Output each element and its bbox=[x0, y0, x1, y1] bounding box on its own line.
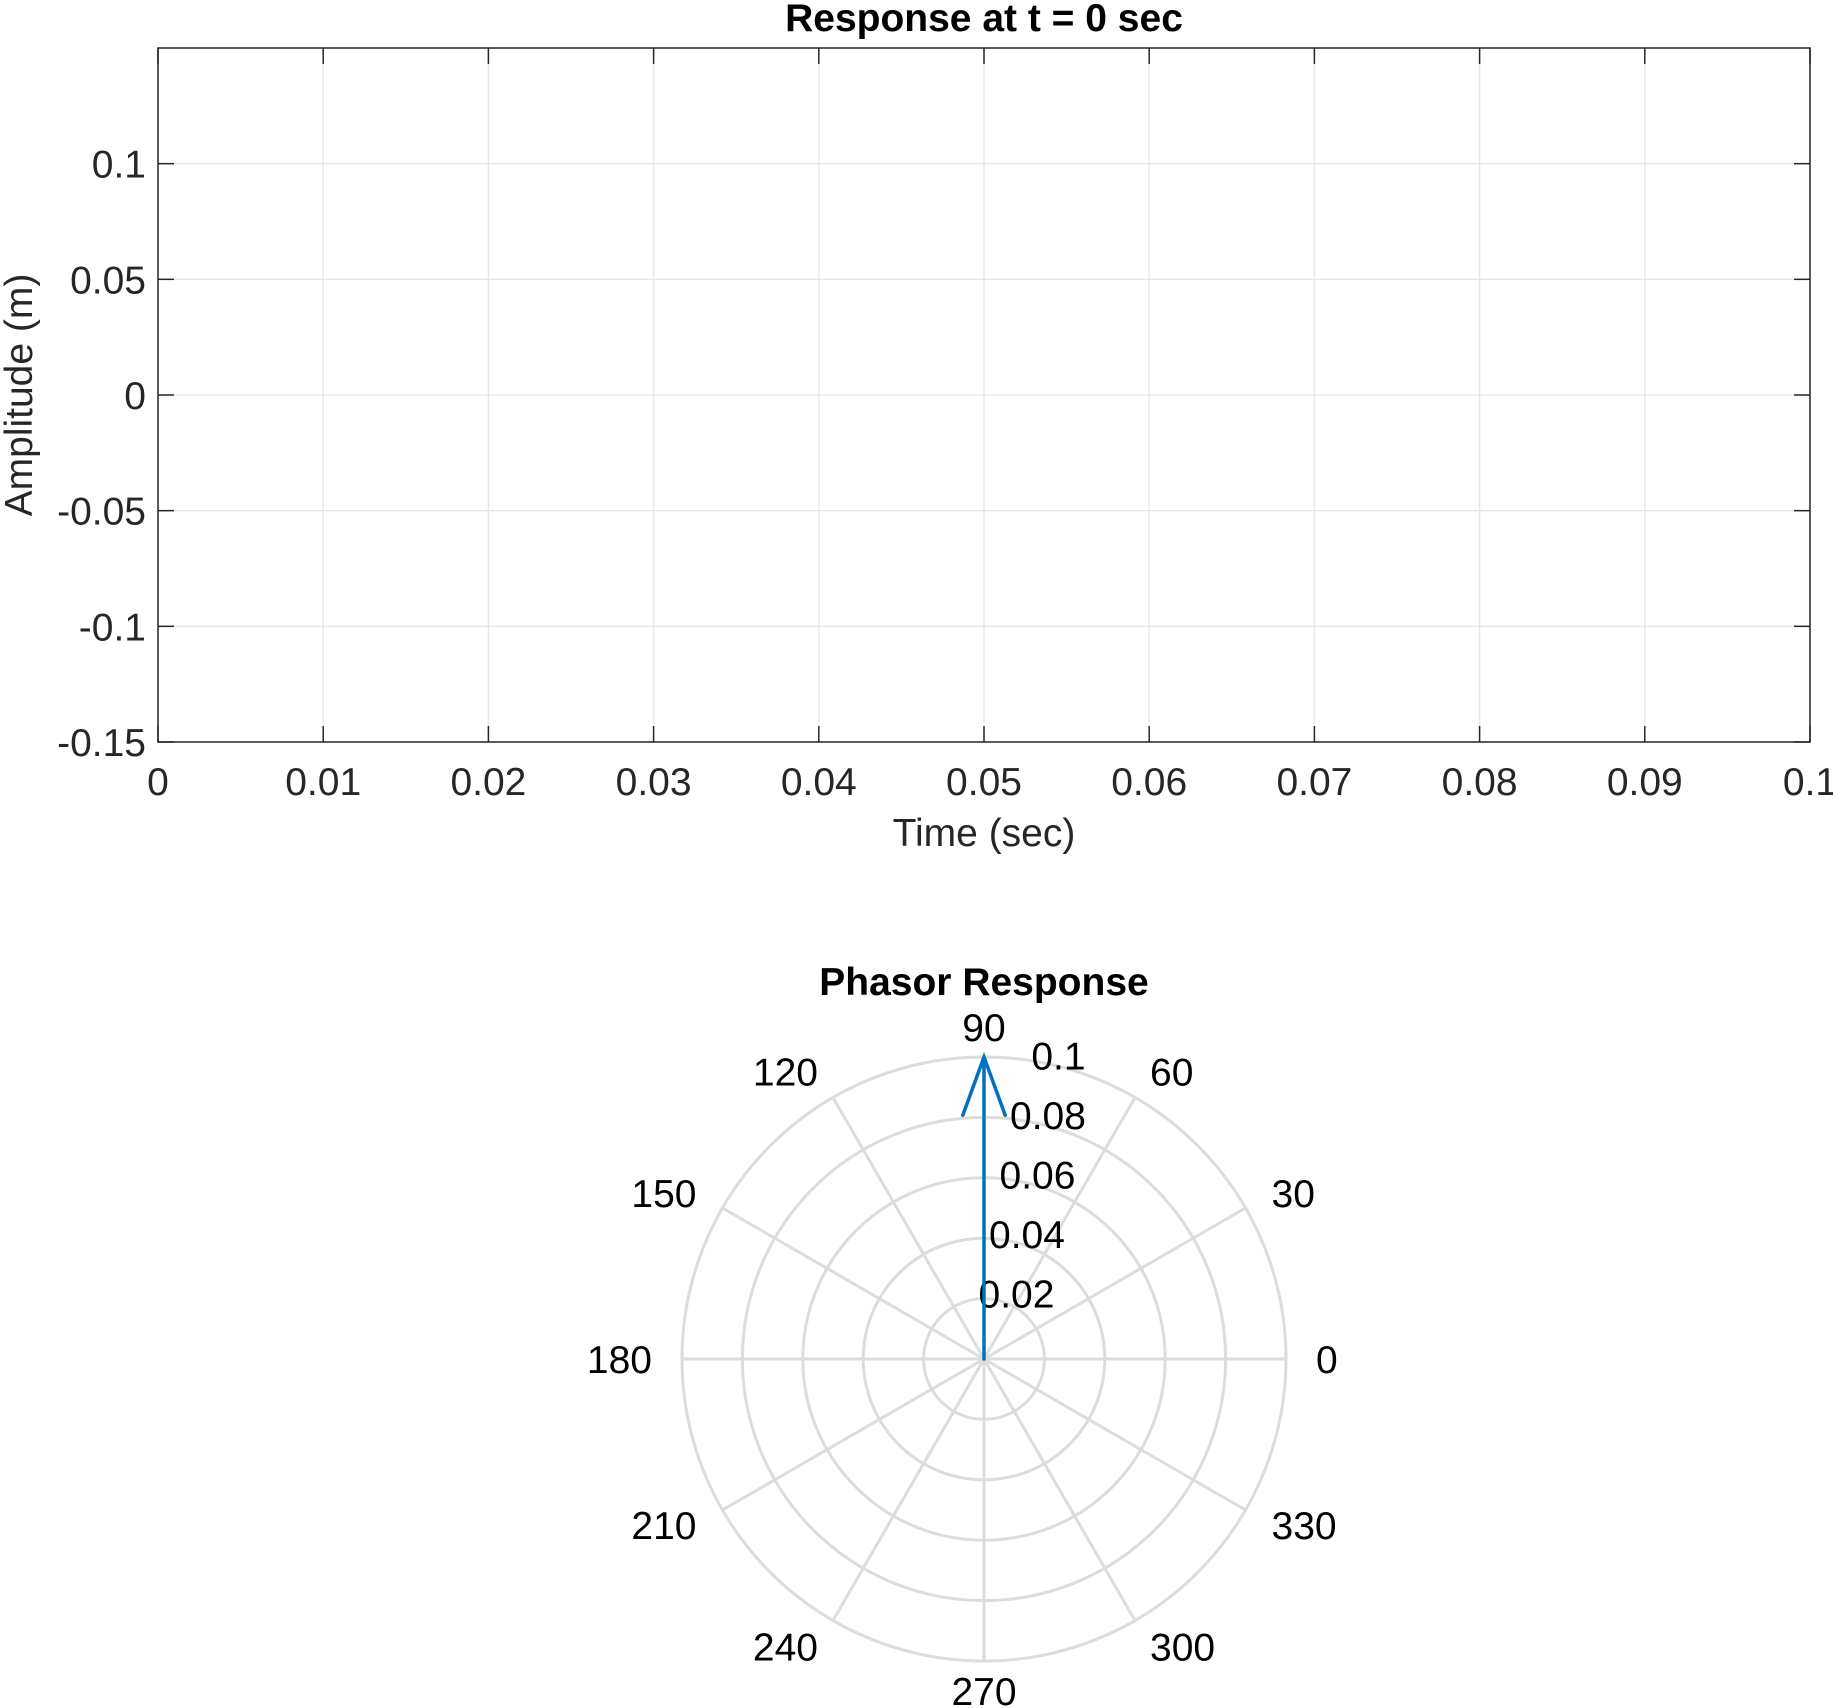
phasor-angle-label: 300 bbox=[1150, 1627, 1215, 1670]
response-x-tick-label: 0.07 bbox=[1276, 761, 1352, 804]
phasor-angle-label: 150 bbox=[631, 1173, 696, 1216]
response-x-tick-label: 0.05 bbox=[946, 761, 1022, 804]
response-x-tick-label: 0.03 bbox=[616, 761, 692, 804]
response-x-tick-labels: 0 0.01 0.02 0.03 0.04 0.05 0.06 0.07 0.08 0.09 0.1 bbox=[147, 761, 1833, 804]
phasor-spoke bbox=[983, 1206, 1247, 1361]
response-x-axis-label: Time (sec) bbox=[893, 812, 1076, 855]
phasor-angle-label: 210 bbox=[631, 1505, 696, 1548]
phasor-angle-label: 0 bbox=[1316, 1339, 1338, 1382]
response-y-tick-label: -0.15 bbox=[57, 722, 146, 765]
response-y-axis-label: Amplitude (m) bbox=[0, 274, 41, 517]
phasor-angle-label: 60 bbox=[1150, 1051, 1193, 1094]
phasor-radius-labels: 0.02 0.04 0.06 0.08 0.1 bbox=[979, 1036, 1086, 1317]
phasor-angle-label: 330 bbox=[1272, 1505, 1337, 1548]
response-x-tick-label: 0.06 bbox=[1111, 761, 1187, 804]
phasor-angle-label: 240 bbox=[753, 1627, 818, 1670]
response-axes-box bbox=[157, 47, 1811, 743]
phasor-arrow-head bbox=[961, 1051, 1007, 1118]
phasor-spoke bbox=[982, 1358, 1137, 1622]
phasor-radius-label: 0.02 bbox=[979, 1274, 1055, 1317]
phasor-series bbox=[961, 1051, 1007, 1361]
response-y-tick-label: -0.05 bbox=[57, 491, 146, 534]
phasor-angle-label: 90 bbox=[962, 1007, 1005, 1050]
phasor-spoke bbox=[721, 1357, 985, 1512]
phasor-title: Phasor Response bbox=[819, 961, 1148, 1004]
response-x-tick-label: 0.08 bbox=[1442, 761, 1518, 804]
phasor-angle-label: 30 bbox=[1272, 1173, 1315, 1216]
response-x-tick-label: 0.1 bbox=[1783, 761, 1833, 804]
phasor-spoke bbox=[721, 1206, 985, 1361]
phasor-spoke bbox=[831, 1358, 986, 1622]
response-x-tick-label: 0 bbox=[147, 761, 169, 804]
response-x-tick-label: 0.01 bbox=[285, 761, 361, 804]
phasor-spoke bbox=[983, 1357, 1247, 1512]
response-y-tick-label: -0.1 bbox=[79, 606, 146, 649]
phasor-angle-label: 180 bbox=[587, 1339, 652, 1382]
response-title: Response at t = 0 sec bbox=[785, 0, 1183, 40]
response-y-tick-labels: -0.15 -0.1 -0.05 0 0.05 0.1 bbox=[57, 144, 146, 765]
response-axes: 0 0.01 0.02 0.03 0.04 0.05 0.06 0.07 0.08 0.09 0.1… bbox=[0, 0, 1833, 855]
response-y-tick-label: 0 bbox=[124, 375, 146, 418]
phasor-radius-label: 0.1 bbox=[1031, 1036, 1085, 1079]
phasor-spoke bbox=[982, 1096, 1137, 1360]
phasor-axes: 0 30 60 90 120 150 180 210 240 270 300 330 0.02 0.04… bbox=[587, 961, 1338, 1708]
response-x-tick-label: 0.02 bbox=[450, 761, 526, 804]
phasor-spoke bbox=[831, 1096, 986, 1360]
phasor-radius-label: 0.04 bbox=[989, 1214, 1065, 1257]
response-y-tick-label: 0.05 bbox=[70, 259, 146, 302]
response-y-tick-label: 0.1 bbox=[92, 144, 146, 187]
phasor-radius-label: 0.08 bbox=[1010, 1095, 1086, 1138]
phasor-angle-label: 120 bbox=[753, 1051, 818, 1094]
response-x-tick-label: 0.04 bbox=[781, 761, 857, 804]
phasor-radius-label: 0.06 bbox=[1000, 1155, 1076, 1198]
response-x-tick-label: 0.09 bbox=[1607, 761, 1683, 804]
phasor-angle-labels: 0 30 60 90 120 150 180 210 240 270 300 330 bbox=[587, 1007, 1338, 1708]
phasor-angle-label: 270 bbox=[951, 1671, 1016, 1708]
